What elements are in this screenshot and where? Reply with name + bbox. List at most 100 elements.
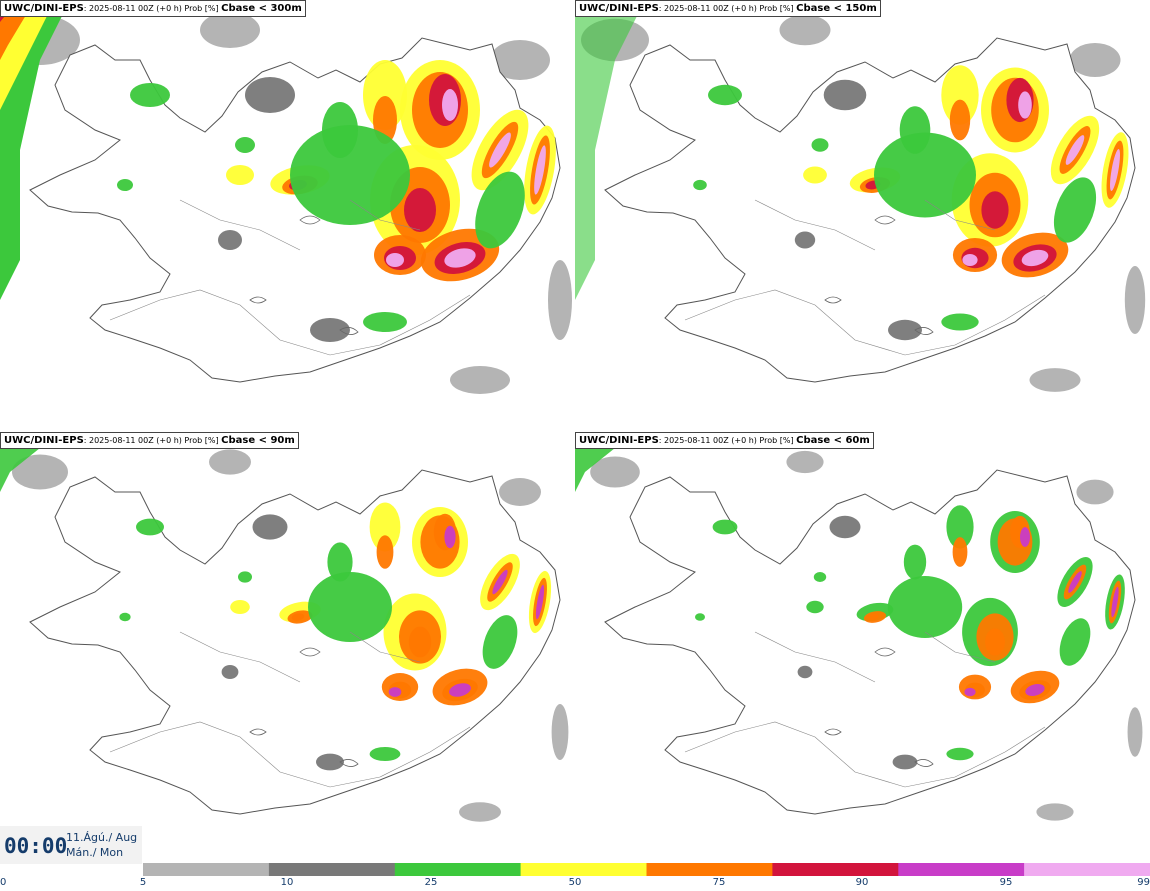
prob-area — [245, 77, 295, 113]
prob-area — [475, 171, 525, 249]
prob-area — [946, 747, 974, 761]
run-info: : 2025-08-11 00Z (+0 h) Prob [%] — [658, 4, 797, 13]
prob-area — [941, 313, 979, 331]
lake-outline — [299, 215, 321, 225]
prob-area — [1018, 91, 1032, 119]
prob-area — [499, 478, 541, 506]
prob-area — [867, 613, 879, 621]
colorbar-segment — [898, 863, 1025, 876]
prob-area — [962, 254, 978, 266]
lake-outline — [339, 759, 359, 767]
prob-area — [712, 519, 738, 535]
prob-area — [534, 145, 546, 195]
prob-area — [444, 248, 476, 268]
run-info: : 2025-08-11 00Z (+0 h) Prob [%] — [83, 4, 222, 13]
colorbar-segment — [1024, 863, 1150, 876]
prob-area — [551, 704, 569, 760]
panel-title: UWC/DINI-EPS: 2025-08-11 00Z (+0 h) Prob… — [0, 432, 299, 449]
prob-area — [892, 754, 918, 770]
prob-area — [695, 613, 705, 621]
lake-outline — [874, 215, 896, 225]
prob-area — [327, 542, 353, 582]
road-lines — [109, 631, 471, 788]
prob-area — [964, 687, 976, 697]
prob-area — [1111, 586, 1119, 618]
prob-area — [874, 132, 976, 218]
model-name: UWC/DINI-EPS — [579, 435, 659, 446]
prob-area — [813, 572, 827, 582]
prob-area — [887, 576, 963, 638]
prob-area — [482, 615, 518, 669]
colorbar-tick-label: 99 — [1137, 877, 1150, 888]
map-panel-60m: UWC/DINI-EPS: 2025-08-11 00Z (+0 h) Prob… — [575, 432, 1150, 864]
prob-area — [386, 253, 404, 267]
prob-area — [449, 683, 471, 697]
colorbar-tick-label: 0 — [0, 877, 7, 888]
lake-outline — [299, 647, 321, 657]
prob-area — [1036, 803, 1074, 821]
prob-area — [888, 319, 922, 341]
prob-area — [369, 747, 401, 761]
prob-area — [376, 535, 394, 569]
map-panel-150m: UWC/DINI-EPS: 2025-08-11 00Z (+0 h) Prob… — [575, 0, 1150, 432]
prob-area — [218, 230, 242, 250]
prob-area — [450, 366, 510, 394]
panel-title: UWC/DINI-EPS: 2025-08-11 00Z (+0 h) Prob… — [575, 0, 881, 17]
map-panel-300m: UWC/DINI-EPS: 2025-08-11 00Z (+0 h) Prob… — [0, 0, 575, 432]
colorbar-tick-label: 75 — [712, 877, 726, 888]
prob-area — [803, 166, 827, 184]
prob-area — [230, 600, 250, 614]
prob-area — [548, 260, 572, 340]
prob-area — [444, 525, 456, 549]
prob-area — [811, 138, 829, 152]
prob-area — [1068, 571, 1082, 593]
prob-area — [535, 584, 545, 620]
colorbar-segment — [268, 863, 396, 876]
prob-area — [489, 132, 511, 168]
prob-area-coastal — [575, 0, 645, 300]
prob-area — [1029, 368, 1081, 392]
iceland-map — [575, 432, 1143, 821]
map-canvas — [575, 432, 1143, 821]
road-lines — [109, 199, 471, 356]
prob-area — [235, 137, 255, 153]
prob-area — [1021, 249, 1049, 267]
prob-area — [310, 318, 350, 342]
lake-outline — [249, 296, 267, 304]
prob-area — [369, 502, 401, 552]
road-lines — [684, 199, 1046, 356]
prob-area — [1053, 177, 1097, 243]
prob-area — [221, 665, 239, 679]
valid-time-box: 00:00 11.Ágú./ Aug Mán./ Mon — [0, 826, 142, 864]
prob-area — [308, 572, 392, 642]
lake-outline — [914, 759, 934, 767]
iceland-map — [0, 0, 572, 394]
map-canvas — [0, 0, 572, 394]
iceland-coastline — [604, 469, 1136, 815]
prob-area — [290, 125, 410, 225]
iceland-coastline — [29, 469, 561, 815]
prob-area — [408, 626, 432, 658]
panel-title: UWC/DINI-EPS: 2025-08-11 00Z (+0 h) Prob… — [0, 0, 306, 17]
threshold-label: Cbase < 150m — [796, 3, 877, 14]
valid-weekday: Mán./ Mon — [66, 846, 124, 859]
prob-area — [941, 65, 979, 125]
prob-area — [797, 665, 813, 679]
prob-area — [226, 165, 254, 185]
prob-area — [200, 12, 260, 48]
lake-outline — [339, 327, 359, 335]
prob-area — [1020, 527, 1030, 547]
prob-area — [1124, 266, 1146, 334]
colorbar-segment — [394, 863, 522, 876]
threshold-label: Cbase < 60m — [796, 435, 870, 446]
prob-area — [459, 802, 501, 822]
colorbar-tick-label: 95 — [999, 877, 1013, 888]
valid-date: 11.Ágú./ Aug — [66, 831, 138, 844]
valid-time-clock: 00:00 — [4, 834, 68, 858]
prob-area — [238, 571, 252, 583]
threshold-label: Cbase < 90m — [221, 435, 295, 446]
prob-area — [1059, 618, 1091, 666]
colorbar-segment — [520, 863, 647, 876]
road-lines — [684, 631, 1046, 788]
prob-area — [794, 231, 816, 249]
